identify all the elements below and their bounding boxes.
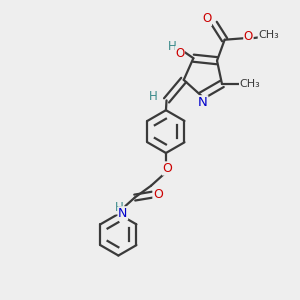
Text: H: H — [149, 90, 158, 103]
Text: O: O — [163, 162, 172, 175]
Text: CH₃: CH₃ — [258, 30, 279, 40]
Text: O: O — [244, 30, 253, 43]
Text: H: H — [168, 40, 177, 53]
Text: N: N — [198, 96, 208, 109]
Text: N: N — [118, 207, 128, 220]
Text: O: O — [175, 46, 184, 60]
Text: O: O — [202, 12, 212, 26]
Text: CH₃: CH₃ — [239, 79, 260, 89]
Text: H: H — [115, 201, 124, 214]
Text: O: O — [153, 188, 163, 201]
